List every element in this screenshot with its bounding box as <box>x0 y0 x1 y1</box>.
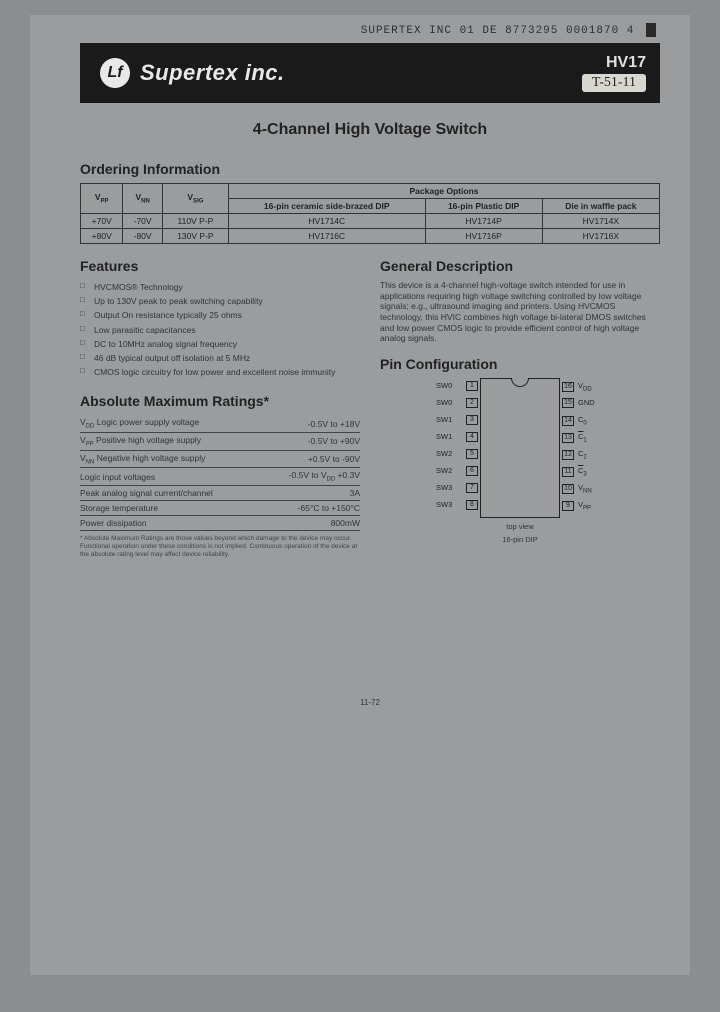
part-number: HV17 <box>582 54 646 72</box>
pin-row: 9VPP <box>562 500 604 512</box>
pin-row: 13C1 <box>562 432 604 444</box>
features-heading: Features <box>80 258 360 274</box>
pin-view-label: top view <box>380 522 660 531</box>
header-code-line: SUPERTEX INC 01 DE 8773295 0001870 4 <box>80 23 660 37</box>
th-waffle: Die in waffle pack <box>542 199 659 214</box>
pin-row: SW01 <box>436 381 478 391</box>
table-row: VPP Positive high voltage supply-0.5V to… <box>80 433 360 451</box>
pin-row: 12C2 <box>562 449 604 461</box>
table-row: VNN Negative high voltage supply+0.5V to… <box>80 450 360 468</box>
description-heading: General Description <box>380 258 660 274</box>
block-mark-icon <box>646 23 656 37</box>
amr-footnote: * Absolute Maximum Ratings are those val… <box>80 535 360 558</box>
handwritten-note: T-51-11 <box>582 74 646 92</box>
pin-row: SW14 <box>436 432 478 442</box>
datasheet-page: SUPERTEX INC 01 DE 8773295 0001870 4 Lf … <box>30 15 690 975</box>
company-banner: Lf Supertex inc. HV17 T-51-11 <box>80 43 660 103</box>
page-title: 4-Channel High Voltage Switch <box>80 121 660 139</box>
pin-row: 10VNN <box>562 483 604 495</box>
th-ceramic: 16-pin ceramic side-brazed DIP <box>229 199 426 214</box>
list-item: Up to 130V peak to peak switching capabi… <box>80 294 360 308</box>
pin-row: 14C0 <box>562 415 604 427</box>
amr-table: VDD Logic power supply voltage-0.5V to +… <box>80 415 360 531</box>
page-number: 11-72 <box>80 698 660 707</box>
left-column: Features HVCMOS® Technology Up to 130V p… <box>80 258 360 558</box>
company-name: Supertex inc. <box>140 60 285 86</box>
code-text: SUPERTEX INC 01 DE 8773295 0001870 4 <box>361 25 635 37</box>
th-package-options: Package Options <box>229 184 660 199</box>
company-logo-icon: Lf <box>100 58 130 88</box>
description-text: This device is a 4-channel high-voltage … <box>380 280 660 344</box>
pin-diagram: SW01 SW02 SW13 SW14 SW25 SW26 SW37 SW38 … <box>420 378 620 518</box>
th-plastic: 16-pin Plastic DIP <box>425 199 542 214</box>
pin-row: SW26 <box>436 466 478 476</box>
chip-outline-icon <box>480 378 560 518</box>
amr-heading: Absolute Maximum Ratings* <box>80 393 360 409</box>
pin-row: SW37 <box>436 483 478 493</box>
th-vsig: VSIG <box>162 184 228 214</box>
table-row: Logic input voltages-0.5V to VDD +0.3V <box>80 468 360 486</box>
pin-row: 16VDD <box>562 381 604 393</box>
ordering-heading: Ordering Information <box>80 161 660 177</box>
pin-row: SW38 <box>436 500 478 510</box>
list-item: Low parasitic capacitances <box>80 323 360 337</box>
part-box: HV17 T-51-11 <box>582 54 646 92</box>
right-column: General Description This device is a 4-c… <box>380 258 660 558</box>
logo-wrap: Lf Supertex inc. <box>100 58 285 88</box>
pin-row: 15GND <box>562 398 604 408</box>
table-row: Peak analog signal current/channel3A <box>80 486 360 501</box>
table-row: +80V -80V 130V P-P HV1716C HV1716P HV171… <box>81 229 660 244</box>
pin-row: SW02 <box>436 398 478 408</box>
pincfg-heading: Pin Configuration <box>380 356 660 372</box>
list-item: DC to 10MHz analog signal frequency <box>80 337 360 351</box>
pin-row: SW25 <box>436 449 478 459</box>
table-row: +70V -70V 110V P-P HV1714C HV1714P HV171… <box>81 214 660 229</box>
table-row: Storage temperature-65°C to +150°C <box>80 501 360 516</box>
list-item: CMOS logic circuitry for low power and e… <box>80 365 360 379</box>
th-vnn: VNN <box>123 184 162 214</box>
list-item: Output On resistance typically 25 ohms <box>80 308 360 322</box>
pin-row: 11C3 <box>562 466 604 478</box>
table-row: Power dissipation800mW <box>80 516 360 531</box>
th-vpp: VPP <box>81 184 123 214</box>
ordering-table: VPP VNN VSIG Package Options 16-pin cera… <box>80 183 660 244</box>
pin-row: SW13 <box>436 415 478 425</box>
chip-notch-icon <box>511 378 529 387</box>
list-item: HVCMOS® Technology <box>80 280 360 294</box>
table-row: VDD Logic power supply voltage-0.5V to +… <box>80 415 360 432</box>
two-column-layout: Features HVCMOS® Technology Up to 130V p… <box>80 258 660 558</box>
list-item: 46 dB typical output off isolation at 5 … <box>80 351 360 365</box>
pin-pkg-label: 16-pin DIP <box>380 535 660 544</box>
